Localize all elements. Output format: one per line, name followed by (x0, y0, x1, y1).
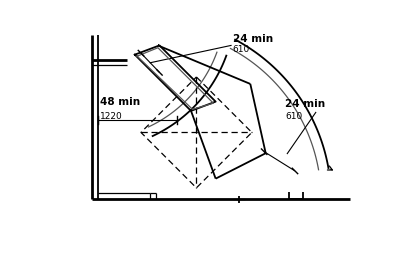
Text: 24 min: 24 min (285, 99, 325, 109)
Text: 610: 610 (233, 45, 250, 54)
Text: 610: 610 (285, 112, 302, 122)
Text: 48 min: 48 min (100, 97, 140, 107)
Text: 24 min: 24 min (233, 34, 273, 44)
Text: 1220: 1220 (100, 112, 123, 122)
